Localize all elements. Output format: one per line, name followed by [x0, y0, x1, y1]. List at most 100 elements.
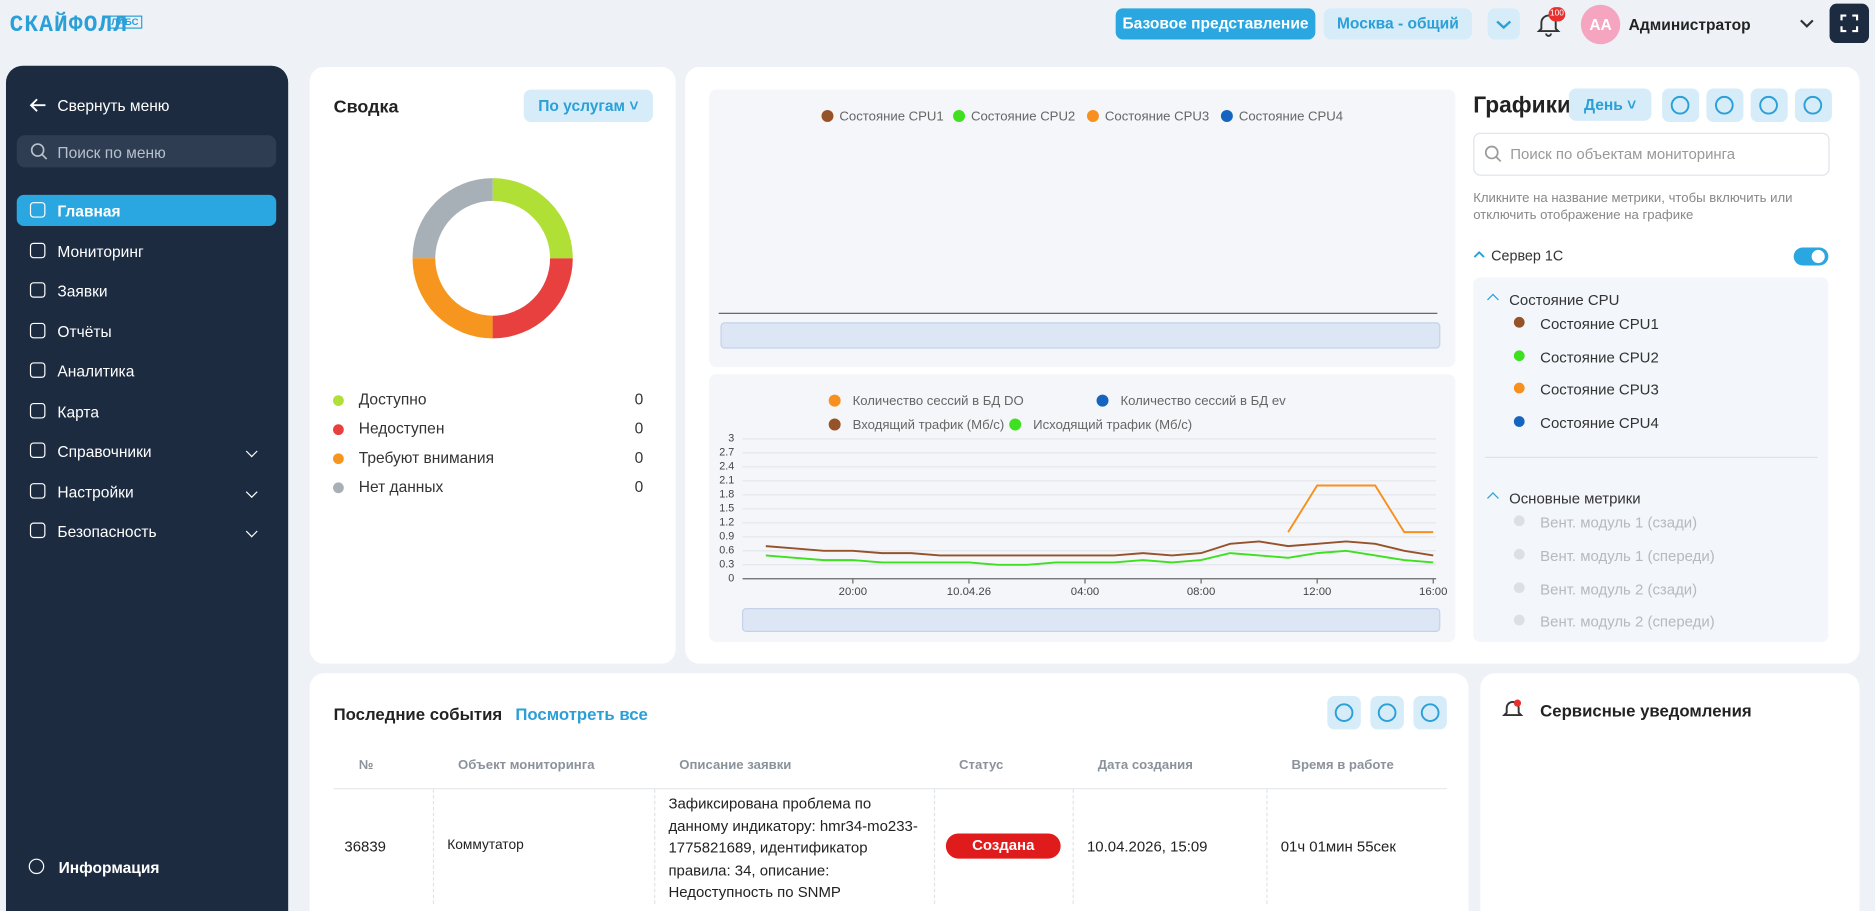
menu-search[interactable]	[16, 135, 277, 168]
menu-item[interactable]: Мониторинг	[17, 235, 276, 266]
metric-label[interactable]: Состояние CPU2	[1540, 348, 1659, 366]
chevron[interactable]	[1797, 16, 1816, 33]
legend-label: Требуют внимания	[359, 450, 494, 467]
group-label[interactable]: Основные метрики	[1509, 490, 1641, 508]
x-tick-label: 08:00	[1187, 586, 1215, 598]
column-header[interactable]: Статус	[959, 758, 1004, 773]
logo-badge: ЛАБС	[107, 15, 143, 29]
column-header[interactable]: Дата создания	[1097, 758, 1193, 773]
circle-shape	[1484, 145, 1499, 160]
menu-item[interactable]: Аналитика	[17, 355, 276, 386]
legend-value: 0	[635, 392, 644, 409]
period-button[interactable]: День ˅	[1568, 88, 1652, 121]
toggle[interactable]	[1793, 247, 1829, 266]
legend-value: 0	[635, 479, 644, 496]
metric-label[interactable]: Состояние CPU1	[1540, 315, 1659, 333]
menu-item[interactable]: Карта	[17, 395, 276, 426]
metric-dot	[1513, 316, 1525, 328]
tool-icon	[1420, 703, 1440, 723]
metric-dot	[1513, 548, 1525, 560]
metric-dot	[1513, 614, 1525, 626]
legend-dot	[953, 110, 966, 122]
menu-item[interactable]: Настройки	[17, 475, 276, 506]
y-tick-label: 0.9	[719, 531, 734, 543]
tool-button	[1706, 88, 1744, 122]
graphs-search[interactable]	[1473, 132, 1830, 176]
view-all-link[interactable]: Посмотреть все	[515, 704, 648, 724]
chevron	[1496, 20, 1512, 30]
metric-label[interactable]: Состояние CPU4	[1540, 414, 1659, 432]
menu-item[interactable]: Безопасность	[17, 515, 276, 546]
menu-label: Заявки	[57, 282, 108, 301]
server-label[interactable]: Сервер 1С	[1491, 247, 1564, 265]
column-header[interactable]: Объект мониторинга	[457, 758, 595, 773]
y-tick-label: 2.4	[719, 461, 734, 473]
menu-item[interactable]: Справочники	[17, 435, 276, 466]
legend-dot	[333, 482, 344, 494]
events-table: № Объект мониторинга Описание заявки Статус…	[333, 747, 1447, 911]
menu-item[interactable]: Заявки	[17, 275, 276, 306]
x-tick-label: 20:00	[839, 586, 867, 598]
info-link[interactable]: Информация	[58, 858, 160, 877]
column-header[interactable]: Описание заявки	[679, 758, 792, 773]
filter-label: По услугам	[538, 96, 626, 115]
column-header[interactable]: Время в работе	[1291, 758, 1394, 773]
legend-dot	[828, 418, 841, 431]
legend-dot	[1086, 110, 1099, 122]
legend-label: Недоступен	[359, 421, 445, 438]
back-icon[interactable]	[29, 96, 48, 115]
tool-button	[1794, 88, 1832, 122]
location-button[interactable]: Москва - общий	[1323, 8, 1473, 40]
metric-dot	[1513, 515, 1525, 527]
logo[interactable]: СКАЙФОЛЛ	[9, 11, 129, 39]
metric-label[interactable]: Вент. модуль 2 (спереди)	[1540, 613, 1715, 631]
summary-title: Сводка	[333, 96, 399, 118]
cell: 36839	[344, 838, 386, 855]
legend-label: Входящий трафик (Мб/с)	[853, 417, 1005, 432]
notification-badge: 100	[1548, 7, 1566, 22]
chevron	[245, 485, 258, 498]
menu-icon	[29, 522, 46, 539]
group-label[interactable]: Состояние CPU	[1509, 291, 1620, 309]
menu-item[interactable]: Отчёты	[17, 315, 276, 346]
cell: Зафиксирована проблема по данному индика…	[668, 795, 918, 901]
metric-label[interactable]: Состояние CPU3	[1540, 381, 1659, 399]
events-title: Последние события	[333, 704, 503, 724]
legend-value: 0	[635, 421, 644, 438]
x-tick-label: 04:00	[1071, 586, 1099, 598]
column-divider	[432, 789, 435, 905]
legend-dot	[333, 395, 344, 406]
graphs-search-placeholder: Поиск по объектам мониторинга	[1510, 145, 1736, 163]
menu-icon	[29, 482, 46, 499]
metric-label[interactable]: Вент. модуль 2 (сзади)	[1540, 580, 1698, 598]
metric-tree: Состояние CPU Состояние CPU1 Состояние CPU…	[1473, 277, 1829, 643]
metric-label[interactable]: Вент. модуль 1 (сзади)	[1540, 514, 1698, 532]
column-header[interactable]: №	[358, 758, 374, 773]
legend-dot	[828, 394, 841, 407]
menu-icon	[29, 282, 46, 298]
y-tick-label: 1.2	[719, 517, 734, 529]
user-name[interactable]: Администратор	[1628, 15, 1751, 34]
period-label: День	[1583, 95, 1623, 114]
dropdown-button[interactable]	[1487, 8, 1520, 40]
menu-label: Карта	[57, 402, 100, 421]
collapse-menu[interactable]: Свернуть меню	[57, 96, 170, 115]
menu-item[interactable]: Главная	[16, 194, 277, 227]
chevron[interactable]	[1473, 250, 1485, 260]
series-line	[1287, 484, 1434, 534]
path-shape	[41, 153, 48, 160]
column-divider	[1266, 789, 1268, 905]
summary-filter[interactable]: По услугам ˅	[523, 89, 653, 122]
metric-label[interactable]: Вент. модуль 1 (спереди)	[1540, 547, 1715, 565]
chevron	[245, 445, 258, 458]
avatar[interactable]: АА	[1580, 4, 1621, 45]
menu-label: Отчёты	[57, 322, 112, 341]
tool-icon	[1803, 95, 1823, 115]
path-shape	[1840, 14, 1859, 33]
fullscreen-button[interactable]	[1829, 3, 1870, 44]
view-button[interactable]: Базовое представление	[1115, 8, 1316, 40]
tool-icon	[1670, 95, 1690, 115]
donut-segment	[412, 178, 573, 339]
status-badge: Создана	[945, 833, 1061, 859]
legend-label: Состояние CPU1	[839, 109, 943, 124]
